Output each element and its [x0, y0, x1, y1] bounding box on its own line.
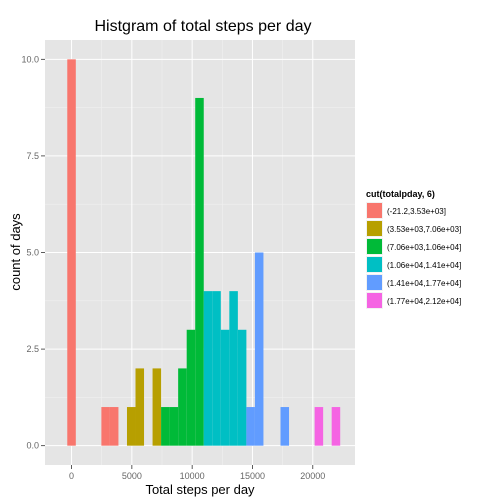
- y-axis-ticks: 0.0 2.5 5.0 7.5 10.0: [21, 54, 45, 451]
- legend-swatch: [367, 293, 382, 308]
- x-axis-ticks: 0 5000 10000 15000 20000: [69, 465, 325, 481]
- histogram-bar: [126, 407, 136, 446]
- legend-items: (-21.2,3.53e+03] (3.53e+03,7.06e+03] (7.06…: [366, 202, 461, 309]
- x-tick-label: 15000: [240, 471, 265, 481]
- histogram-bar: [237, 329, 247, 446]
- y-tick-label: 0.0: [26, 441, 39, 451]
- legend-label: (-21.2,3.53e+03]: [387, 207, 446, 216]
- histogram-bar: [220, 329, 230, 446]
- histogram-bar: [203, 291, 213, 446]
- y-tick-label: 2.5: [26, 344, 39, 354]
- histogram-bar: [67, 59, 76, 446]
- legend-swatch: [367, 203, 382, 218]
- legend-swatch: [367, 275, 382, 290]
- histogram-bar: [229, 291, 238, 446]
- histogram-bar: [186, 329, 196, 446]
- legend-label: (3.53e+03,7.06e+03]: [387, 225, 461, 234]
- legend-swatch: [367, 239, 382, 254]
- histogram-bar: [254, 252, 264, 446]
- histogram-bar: [169, 407, 179, 446]
- x-tick-label: 5000: [122, 471, 142, 481]
- legend-label: (1.41e+04,1.77e+04]: [387, 279, 461, 288]
- histogram-bar: [101, 407, 110, 446]
- x-axis-title: Total steps per day: [145, 482, 255, 497]
- histogram-bar: [280, 407, 290, 446]
- histogram-bar: [135, 368, 145, 446]
- histogram-bar: [195, 97, 204, 446]
- histogram-bar: [178, 368, 187, 446]
- legend-label: (1.77e+04,2.12e+04]: [387, 297, 461, 306]
- x-tick-label: 20000: [300, 471, 325, 481]
- legend-title: cut(totalpday, 6): [366, 189, 435, 199]
- histogram-bar: [212, 291, 221, 446]
- histogram-bar: [109, 407, 119, 446]
- histogram-bar: [331, 407, 341, 446]
- histogram-bar: [161, 407, 170, 446]
- histogram-bars: [67, 59, 341, 446]
- y-tick-label: 5.0: [26, 248, 39, 258]
- y-tick-label: 7.5: [26, 151, 39, 161]
- x-tick-label: 0: [69, 471, 74, 481]
- legend-label: (7.06e+03,1.06e+04]: [387, 243, 461, 252]
- histogram-bar: [152, 368, 162, 446]
- x-tick-label: 10000: [180, 471, 205, 481]
- histogram-bar: [314, 407, 324, 446]
- legend-swatch: [367, 257, 382, 272]
- legend: cut(totalpday, 6) (-21.2,3.53e+03] (3.53e…: [366, 189, 461, 309]
- legend-label: (1.06e+04,1.41e+04]: [387, 261, 461, 270]
- y-axis-title: count of days: [8, 213, 23, 291]
- chart-title: Histgram of total steps per day: [95, 18, 312, 35]
- y-tick-label: 10.0: [21, 54, 39, 64]
- histogram-bar: [246, 407, 255, 446]
- legend-swatch: [367, 221, 382, 236]
